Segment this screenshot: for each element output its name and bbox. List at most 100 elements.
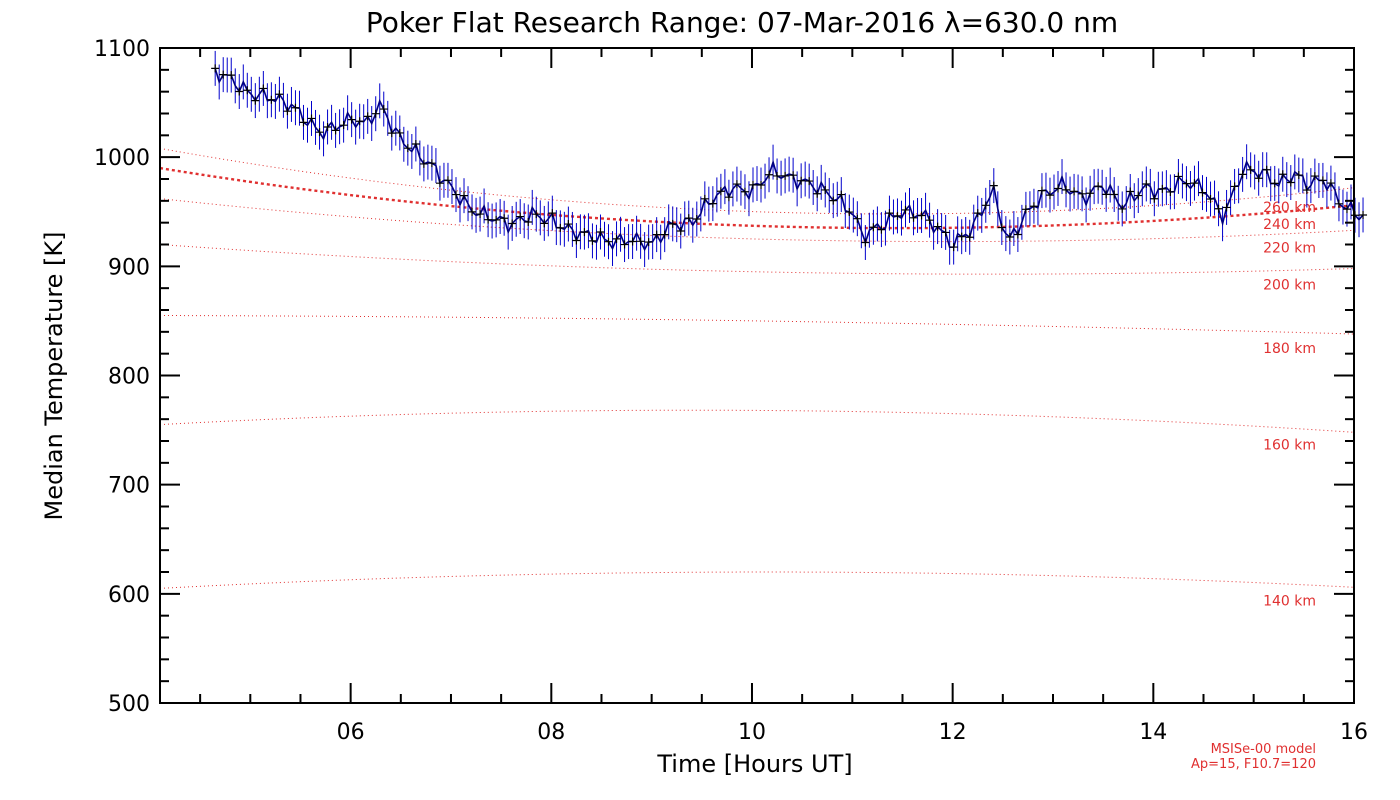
- data-point: [427, 159, 436, 168]
- data-point: [1005, 233, 1014, 242]
- data-point: [251, 96, 260, 105]
- data-point: [1118, 204, 1127, 213]
- model-curve: [159, 198, 1355, 243]
- data-point: [941, 228, 950, 237]
- data-point: [1037, 186, 1046, 195]
- data-point: [1254, 174, 1263, 183]
- data-point: [989, 181, 998, 190]
- data-point: [532, 210, 541, 219]
- plot-frame: [159, 47, 1355, 704]
- model-curves: [159, 147, 1355, 589]
- data-point: [419, 159, 428, 168]
- data-point: [1262, 165, 1271, 174]
- data-point: [492, 215, 501, 224]
- data-point: [1278, 170, 1287, 179]
- model-curve-label: 140 km: [1263, 593, 1316, 609]
- data-point: [700, 194, 709, 203]
- data-point: [1110, 190, 1119, 199]
- data-point: [1246, 165, 1255, 174]
- y-tick-label: 800: [108, 365, 150, 390]
- data-point: [612, 234, 621, 243]
- y-tick-label: 1100: [94, 37, 150, 62]
- data-point: [708, 199, 717, 208]
- model-curve: [159, 409, 1355, 433]
- data-point: [684, 214, 693, 223]
- y-axis-tick-labels: 500 600 700 800 900 1000 1100: [94, 37, 150, 717]
- x-tick-label: 08: [537, 720, 565, 745]
- model-curve-label: 260 km: [1263, 200, 1316, 216]
- data-point: [1142, 179, 1151, 188]
- data-point: [861, 238, 870, 247]
- data-point: [837, 190, 846, 199]
- data-point: [596, 227, 605, 236]
- model-curve-label: 180 km: [1263, 341, 1316, 357]
- data-point: [379, 105, 388, 114]
- data-point: [283, 107, 292, 116]
- data-point: [1198, 188, 1207, 197]
- data-point: [1045, 191, 1054, 200]
- x-axis-tick-labels: 06 08 10 12 14 16: [337, 720, 1368, 745]
- data-point: [1062, 185, 1071, 194]
- data-point: [556, 223, 565, 232]
- data-point: [331, 126, 340, 135]
- data-point: [1029, 202, 1038, 211]
- model-annotation-line-2: Ap=15, F10.7=120: [1191, 757, 1316, 772]
- data-point: [1222, 203, 1231, 212]
- model-curve: [159, 147, 1355, 215]
- data-point: [1102, 190, 1111, 199]
- data-point: [740, 187, 749, 196]
- data-point: [1086, 189, 1095, 198]
- data-point: [1190, 179, 1199, 188]
- data-point: [315, 128, 324, 137]
- data-point: [636, 237, 645, 246]
- data-point: [371, 109, 380, 118]
- data-point: [1158, 184, 1167, 193]
- model-curve: [159, 244, 1355, 275]
- model-curve-label: 220 km: [1263, 240, 1316, 256]
- data-point: [853, 214, 862, 223]
- data-point: [692, 215, 701, 224]
- data-point: [724, 193, 733, 202]
- data-point: [411, 140, 420, 149]
- data-point: [1286, 178, 1295, 187]
- data-point: [275, 90, 284, 99]
- data-point: [829, 196, 838, 205]
- model-curve: [159, 166, 1355, 230]
- data-point: [997, 223, 1006, 232]
- data-point: [1070, 187, 1079, 196]
- x-tick-label: 16: [1340, 720, 1368, 745]
- data-point: [484, 215, 493, 224]
- data-point: [893, 211, 902, 220]
- data-point: [1326, 179, 1335, 188]
- data-point: [757, 181, 766, 190]
- x-tick-label: 14: [1139, 720, 1167, 745]
- data-point: [588, 236, 597, 245]
- y-tick-label: 1000: [94, 146, 150, 171]
- data-point: [652, 230, 661, 239]
- data-point: [1230, 182, 1239, 191]
- y-tick-label: 900: [108, 255, 150, 280]
- data-point: [355, 117, 364, 126]
- data-point: [1302, 186, 1311, 195]
- data-point: [451, 190, 460, 199]
- data-point: [500, 214, 509, 223]
- data-point: [1174, 172, 1183, 181]
- data-point: [1359, 210, 1368, 219]
- data-point: [885, 209, 894, 218]
- data-point: [476, 210, 485, 219]
- data-point: [925, 216, 934, 225]
- data-point: [363, 112, 372, 121]
- data-point: [299, 118, 308, 127]
- data-point: [668, 219, 677, 228]
- data-point: [877, 225, 886, 234]
- data-point: [267, 95, 276, 104]
- y-axis-ticks: [160, 47, 1354, 704]
- data-point: [227, 71, 236, 80]
- data-point: [1013, 230, 1022, 239]
- data-point: [765, 170, 774, 179]
- data-point: [781, 171, 790, 180]
- model-curve-label: 240 km: [1263, 217, 1316, 233]
- data-point: [628, 237, 637, 246]
- x-tick-label: 06: [337, 720, 365, 745]
